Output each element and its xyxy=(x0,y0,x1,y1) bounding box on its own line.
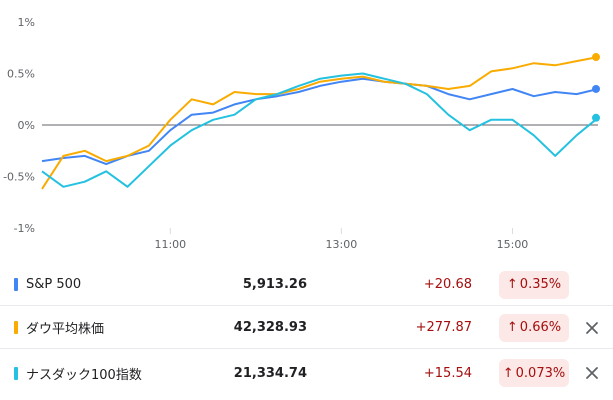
y-axis-ticks: 1% 0.5% 0% -0.5% -1% xyxy=(3,16,35,235)
series-line-2 xyxy=(41,72,599,188)
index-change: +277.87 xyxy=(415,320,472,335)
y-tick-label: -0.5% xyxy=(3,171,35,184)
y-tick-label: 1% xyxy=(18,16,35,29)
index-price: 21,334.74 xyxy=(233,365,307,381)
y-tick-label: 0% xyxy=(18,119,35,132)
percent-change-badge: ↑ 0.66% xyxy=(499,313,569,342)
percent-change-badge: ↑ 0.35% xyxy=(499,270,569,299)
list-item-nasdaq100[interactable]: ナスダック100指数 21,334.74 +15.54 ↑ 0.073% xyxy=(0,352,613,394)
series-lines xyxy=(41,53,600,190)
arrow-up-icon: ↑ xyxy=(502,365,514,381)
close-icon xyxy=(586,321,598,334)
index-change: +20.68 xyxy=(423,277,472,292)
series-line-0 xyxy=(41,77,599,166)
percent-change-value: 0.66% xyxy=(519,320,562,335)
y-tick-label: 0.5% xyxy=(7,68,35,81)
index-price: 5,913.26 xyxy=(242,277,307,292)
remove-index-button[interactable] xyxy=(582,363,602,383)
x-axis-ticks: 11:00 13:00 15:00 xyxy=(154,228,528,251)
list-item-dow[interactable]: ダウ平均株価 42,328.93 +277.87 ↑ 0.66% xyxy=(0,307,613,349)
series-color-swatch xyxy=(14,366,18,380)
percent-change-badge: ↑ 0.073% xyxy=(499,359,569,387)
series-color-swatch xyxy=(14,321,18,334)
series-color-swatch xyxy=(14,278,18,291)
series-end-point-0 xyxy=(592,84,600,93)
percent-change-value: 0.073% xyxy=(515,365,566,381)
arrow-up-icon: ↑ xyxy=(506,277,518,292)
index-name: ナスダック100指数 xyxy=(26,367,142,383)
y-tick-label: -1% xyxy=(14,222,35,235)
index-change: +15.54 xyxy=(423,365,472,381)
comparison-chart: 1% 0.5% 0% -0.5% -1% 11:00 13:00 15:00 xyxy=(3,16,600,251)
series-line-1 xyxy=(41,56,599,190)
list-item-sp500[interactable]: S&P 500 5,913.26 +20.68 ↑ 0.35% xyxy=(0,264,613,306)
series-end-point-1 xyxy=(592,53,600,62)
index-price: 42,328.93 xyxy=(233,320,307,335)
series-end-point-2 xyxy=(592,113,600,122)
index-name: S&P 500 xyxy=(26,277,82,292)
x-tick-label: 13:00 xyxy=(326,238,358,251)
index-name: ダウ平均株価 xyxy=(26,322,105,337)
remove-index-button[interactable] xyxy=(582,318,602,338)
arrow-up-icon: ↑ xyxy=(506,320,518,335)
x-tick-label: 15:00 xyxy=(497,238,529,251)
percent-change-value: 0.35% xyxy=(519,277,562,292)
close-icon xyxy=(586,367,598,379)
x-tick-label: 11:00 xyxy=(154,238,186,251)
